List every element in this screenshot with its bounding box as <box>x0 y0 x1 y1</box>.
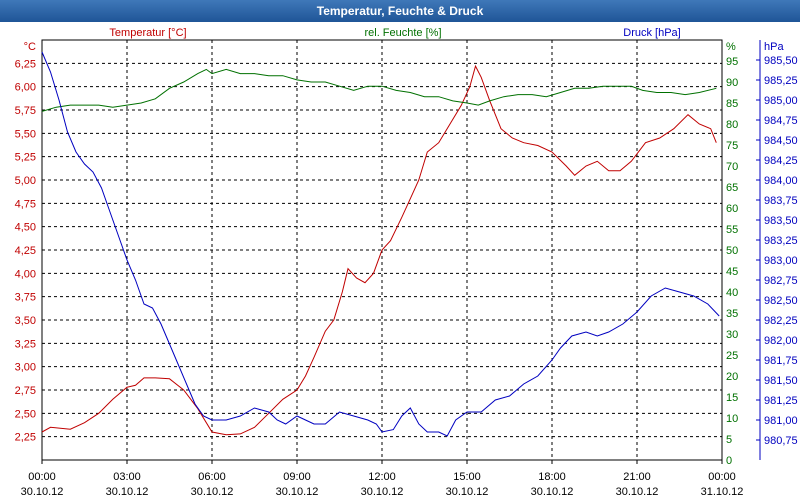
temperature-tick-label: 4,25 <box>15 245 36 257</box>
humidity-tick-label: 75 <box>726 140 738 152</box>
temperature-tick-label: 5,25 <box>15 152 36 164</box>
pressure-tick-label: 985,25 <box>764 75 798 87</box>
humidity-tick-label: 85 <box>726 98 738 110</box>
temperature-tick-label: 5,75 <box>15 105 36 117</box>
x-tick-time: 12:00 <box>368 471 396 483</box>
temperature-tick-label: 5,00 <box>15 175 36 187</box>
pressure-tick-label: 983,25 <box>764 235 798 247</box>
humidity-tick-label: 40 <box>726 287 738 299</box>
pressure-tick-label: 985,00 <box>764 95 798 107</box>
temperature-axis-label: Temperatur [°C] <box>109 27 186 39</box>
pressure-tick-label: 981,00 <box>764 415 798 427</box>
temperature-tick-label: 4,00 <box>15 268 36 280</box>
humidity-tick-label: 80 <box>726 119 738 131</box>
pressure-tick-label: 981,25 <box>764 395 798 407</box>
humidity-tick-label: 20 <box>726 371 738 383</box>
humidity-tick-label: 45 <box>726 266 738 278</box>
temperature-tick-label: 3,25 <box>15 338 36 350</box>
humidity-tick-label: 95 <box>726 56 738 68</box>
x-tick-time: 00:00 <box>28 471 56 483</box>
pressure-unit-label: hPa <box>764 41 784 53</box>
temperature-tick-label: 6,00 <box>15 82 36 94</box>
pressure-axis-label: Druck [hPa] <box>623 27 680 39</box>
temperature-tick-label: 5,50 <box>15 128 36 140</box>
humidity-tick-label: 10 <box>726 413 738 425</box>
pressure-tick-label: 984,00 <box>764 175 798 187</box>
x-tick-time: 03:00 <box>113 471 141 483</box>
humidity-tick-label: 65 <box>726 182 738 194</box>
x-tick-date: 30.10.12 <box>106 486 149 498</box>
pressure-tick-label: 981,75 <box>764 355 798 367</box>
humidity-tick-label: 30 <box>726 329 738 341</box>
humidity-tick-label: 90 <box>726 77 738 89</box>
x-tick-date: 30.10.12 <box>361 486 404 498</box>
temperature-tick-label: 4,75 <box>15 198 36 210</box>
pressure-series-line <box>41 51 720 437</box>
x-tick-date: 30.10.12 <box>446 486 489 498</box>
x-tick-time: 18:00 <box>538 471 566 483</box>
pressure-tick-label: 980,75 <box>764 435 798 447</box>
temperature-unit-label: °C <box>24 41 36 53</box>
pressure-tick-label: 983,50 <box>764 215 798 227</box>
pressure-tick-label: 982,75 <box>764 275 798 287</box>
x-tick-time: 06:00 <box>198 471 226 483</box>
x-tick-date: 30.10.12 <box>191 486 234 498</box>
humidity-tick-label: 60 <box>726 203 738 215</box>
temperature-tick-label: 6,25 <box>15 58 36 70</box>
humidity-unit-label: % <box>726 41 736 53</box>
humidity-series-line <box>41 68 717 112</box>
humidity-tick-label: 70 <box>726 161 738 173</box>
humidity-axis-label: rel. Feuchte [%] <box>364 27 441 39</box>
chart-title: Temperatur, Feuchte & Druck <box>0 0 800 22</box>
pressure-tick-label: 982,50 <box>764 295 798 307</box>
temperature-series-line <box>41 64 717 436</box>
humidity-tick-label: 55 <box>726 224 738 236</box>
x-tick-date: 30.10.12 <box>616 486 659 498</box>
x-tick-time: 21:00 <box>623 471 651 483</box>
x-tick-date: 30.10.12 <box>276 486 319 498</box>
pressure-tick-label: 983,75 <box>764 195 798 207</box>
pressure-tick-label: 984,25 <box>764 155 798 167</box>
temperature-tick-label: 2,75 <box>15 385 36 397</box>
pressure-tick-label: 983,00 <box>764 255 798 267</box>
pressure-tick-label: 985,50 <box>764 55 798 67</box>
humidity-tick-label: 0 <box>726 455 732 467</box>
x-tick-date: 30.10.12 <box>531 486 574 498</box>
temperature-tick-label: 2,25 <box>15 432 36 444</box>
x-tick-date: 30.10.12 <box>21 486 64 498</box>
x-tick-time: 00:00 <box>708 471 736 483</box>
pressure-tick-label: 984,50 <box>764 135 798 147</box>
pressure-tick-label: 981,50 <box>764 375 798 387</box>
pressure-tick-label: 982,25 <box>764 315 798 327</box>
temperature-tick-label: 3,00 <box>15 362 36 374</box>
humidity-tick-label: 15 <box>726 392 738 404</box>
humidity-tick-label: 35 <box>726 308 738 320</box>
temperature-tick-label: 2,50 <box>15 408 36 420</box>
pressure-tick-label: 982,00 <box>764 335 798 347</box>
temperature-tick-label: 3,50 <box>15 315 36 327</box>
humidity-tick-label: 50 <box>726 245 738 257</box>
humidity-tick-label: 5 <box>726 434 732 446</box>
x-tick-time: 09:00 <box>283 471 311 483</box>
temperature-tick-label: 4,50 <box>15 222 36 234</box>
x-tick-date: 31.10.12 <box>701 486 744 498</box>
x-tick-time: 15:00 <box>453 471 481 483</box>
temperature-tick-label: 3,75 <box>15 292 36 304</box>
pressure-tick-label: 984,75 <box>764 115 798 127</box>
humidity-tick-label: 25 <box>726 350 738 362</box>
